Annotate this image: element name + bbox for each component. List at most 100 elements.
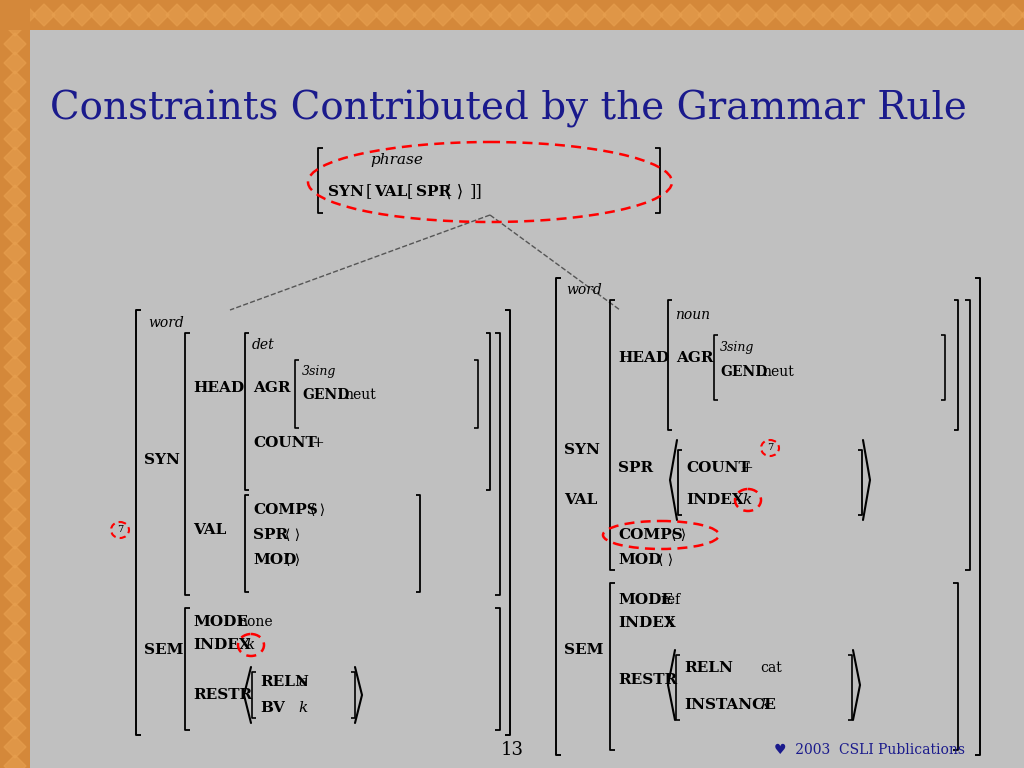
Text: INDEX: INDEX [618,616,676,630]
Text: none: none [238,615,272,629]
Polygon shape [1002,4,1024,26]
Polygon shape [375,4,397,26]
Text: a: a [298,675,307,689]
Polygon shape [71,4,93,26]
Text: cat: cat [760,661,781,675]
Text: INDEX: INDEX [686,493,743,507]
Text: +: + [311,436,324,450]
Polygon shape [90,4,112,26]
Text: ⟨ ⟩: ⟨ ⟩ [285,553,300,567]
Polygon shape [128,4,150,26]
Text: 7: 7 [767,443,773,452]
Text: ⟨ ⟩: ⟨ ⟩ [445,184,463,200]
Bar [0,0,30,768]
Polygon shape [4,679,26,701]
Text: VAL: VAL [564,493,597,507]
Polygon shape [432,4,454,26]
Text: phrase: phrase [370,153,423,167]
Text: COUNT: COUNT [253,436,316,450]
Polygon shape [413,4,435,26]
Polygon shape [52,4,74,26]
Text: AGR: AGR [253,381,291,395]
Text: COMPS: COMPS [618,528,683,542]
Text: AGR: AGR [676,351,714,365]
Polygon shape [850,4,872,26]
Polygon shape [622,4,644,26]
Polygon shape [14,4,36,26]
Text: SPR: SPR [618,461,653,475]
Polygon shape [945,4,967,26]
Text: GEND: GEND [302,388,349,402]
Text: word: word [566,283,602,297]
Polygon shape [983,4,1005,26]
Text: MOD: MOD [253,553,296,567]
Text: VAL: VAL [193,523,226,537]
Polygon shape [4,508,26,530]
Polygon shape [4,0,26,17]
Text: RELN: RELN [684,661,733,675]
Polygon shape [4,318,26,340]
Polygon shape [4,717,26,739]
Bar [0,0,1024,30]
Polygon shape [4,394,26,416]
Polygon shape [4,299,26,321]
Polygon shape [4,90,26,112]
Polygon shape [4,109,26,131]
Text: COMPS: COMPS [253,503,317,517]
Text: SYN: SYN [144,453,180,467]
Polygon shape [4,622,26,644]
Text: SEM: SEM [564,643,603,657]
Text: ♥  2003  CSLI Publications: ♥ 2003 CSLI Publications [774,743,966,757]
Text: SYN: SYN [328,185,364,199]
Polygon shape [299,4,321,26]
Polygon shape [204,4,226,26]
Polygon shape [109,4,131,26]
Polygon shape [337,4,359,26]
Polygon shape [394,4,416,26]
Text: MODE: MODE [618,593,673,607]
Polygon shape [755,4,777,26]
Text: word: word [148,316,183,330]
Text: INDEX: INDEX [193,638,251,652]
Text: [: [ [407,184,414,200]
Polygon shape [489,4,511,26]
Polygon shape [4,204,26,226]
Text: k: k [245,638,254,652]
Polygon shape [4,375,26,397]
Polygon shape [4,33,26,55]
Polygon shape [4,413,26,435]
Polygon shape [717,4,739,26]
Text: SYN: SYN [564,443,600,457]
Polygon shape [4,736,26,758]
Text: 13: 13 [501,741,523,759]
Polygon shape [869,4,891,26]
Polygon shape [4,71,26,93]
Polygon shape [584,4,606,26]
Text: k: k [665,616,674,630]
Text: BV: BV [260,701,285,715]
Polygon shape [4,489,26,511]
Polygon shape [33,4,55,26]
Text: MOD: MOD [618,553,662,567]
Polygon shape [546,4,568,26]
Text: det: det [252,338,274,352]
Polygon shape [4,641,26,663]
Polygon shape [261,4,283,26]
Text: INSTANCE: INSTANCE [684,698,776,712]
Text: neut: neut [762,365,794,379]
Polygon shape [147,4,169,26]
Polygon shape [4,546,26,568]
Polygon shape [4,584,26,606]
Text: +: + [740,461,753,475]
Polygon shape [736,4,758,26]
Text: HEAD: HEAD [193,381,244,395]
Text: GEND: GEND [720,365,767,379]
Text: RESTR: RESTR [193,688,252,702]
Polygon shape [4,356,26,378]
Polygon shape [4,185,26,207]
Text: k: k [742,493,752,507]
Polygon shape [964,4,986,26]
Text: SEM: SEM [144,643,183,657]
Polygon shape [565,4,587,26]
Text: 3sing: 3sing [720,342,755,355]
